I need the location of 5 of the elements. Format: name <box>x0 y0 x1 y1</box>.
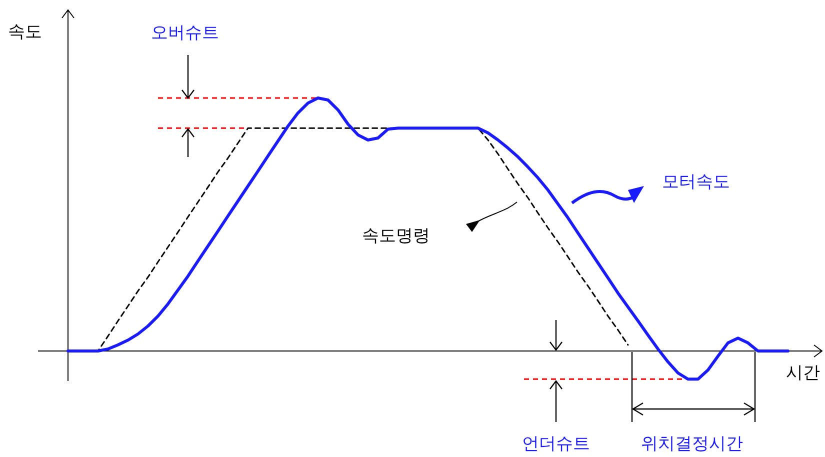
xlabel: 시간 <box>786 363 820 383</box>
annotation: 위치결정시간 <box>641 434 743 454</box>
ylabel: 속도 <box>8 22 42 42</box>
annotation: 언더슈트 <box>522 434 590 454</box>
annotation: 오버슈트 <box>151 23 219 43</box>
